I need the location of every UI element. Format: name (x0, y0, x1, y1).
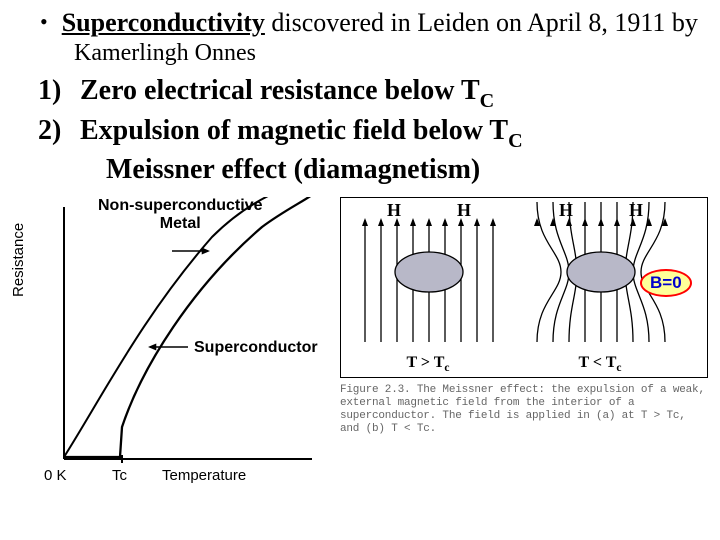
caption-t-lt-tc: T < Tc (519, 354, 681, 374)
meissner-figure: H H T > Tc H H T (340, 197, 708, 497)
H-label-left-1: H (387, 202, 401, 220)
tick-tc: Tc (112, 467, 127, 484)
caption-t-gt-tc: T > Tc (347, 354, 509, 374)
list-text-2: Expulsion of magnetic field below TC (80, 113, 523, 153)
numbered-list: 1) Zero electrical resistance below TC 2… (38, 73, 708, 188)
bullet-tail: discovered in Leiden on April 8, 1911 by (265, 8, 698, 37)
bullet-line2: Kamerlingh Onnes (74, 40, 708, 67)
tick-0k: 0 K (44, 467, 67, 484)
yaxis-label: Resistance (10, 223, 27, 297)
label-non-superconductive: Non-superconductive Metal (98, 197, 262, 232)
bullet-dot: • (40, 11, 48, 33)
list-num-2: 2) (38, 113, 80, 148)
meissner-svg-left: H H (347, 202, 509, 347)
H-label-right-1: H (559, 202, 573, 220)
figures-row: Non-superconductive Metal Superconductor… (12, 197, 708, 497)
keyword-superconductivity: Superconductivity (62, 8, 265, 37)
list-item-2: 2) Expulsion of magnetic field below TC (38, 113, 708, 153)
label-superconductor: Superconductor (194, 339, 318, 357)
H-label-right-2: H (629, 202, 643, 220)
resistance-chart: Non-superconductive Metal Superconductor… (12, 197, 322, 497)
bullet-item: • Superconductivity discovered in Leiden… (40, 8, 708, 38)
list-num-1: 1) (38, 73, 80, 108)
list-item-3: Meissner effect (diamagnetism) (106, 152, 708, 187)
H-label-left-2: H (457, 202, 471, 220)
list-item-1: 1) Zero electrical resistance below TC (38, 73, 708, 113)
meissner-panel-left: H H T > Tc (347, 202, 509, 374)
list-text-1: Zero electrical resistance below TC (80, 73, 494, 113)
bullet-text: Superconductivity discovered in Leiden o… (62, 8, 698, 38)
xaxis-label: Temperature (162, 467, 246, 484)
meissner-caption-text: Figure 2.3. The Meissner effect: the exp… (340, 384, 708, 437)
